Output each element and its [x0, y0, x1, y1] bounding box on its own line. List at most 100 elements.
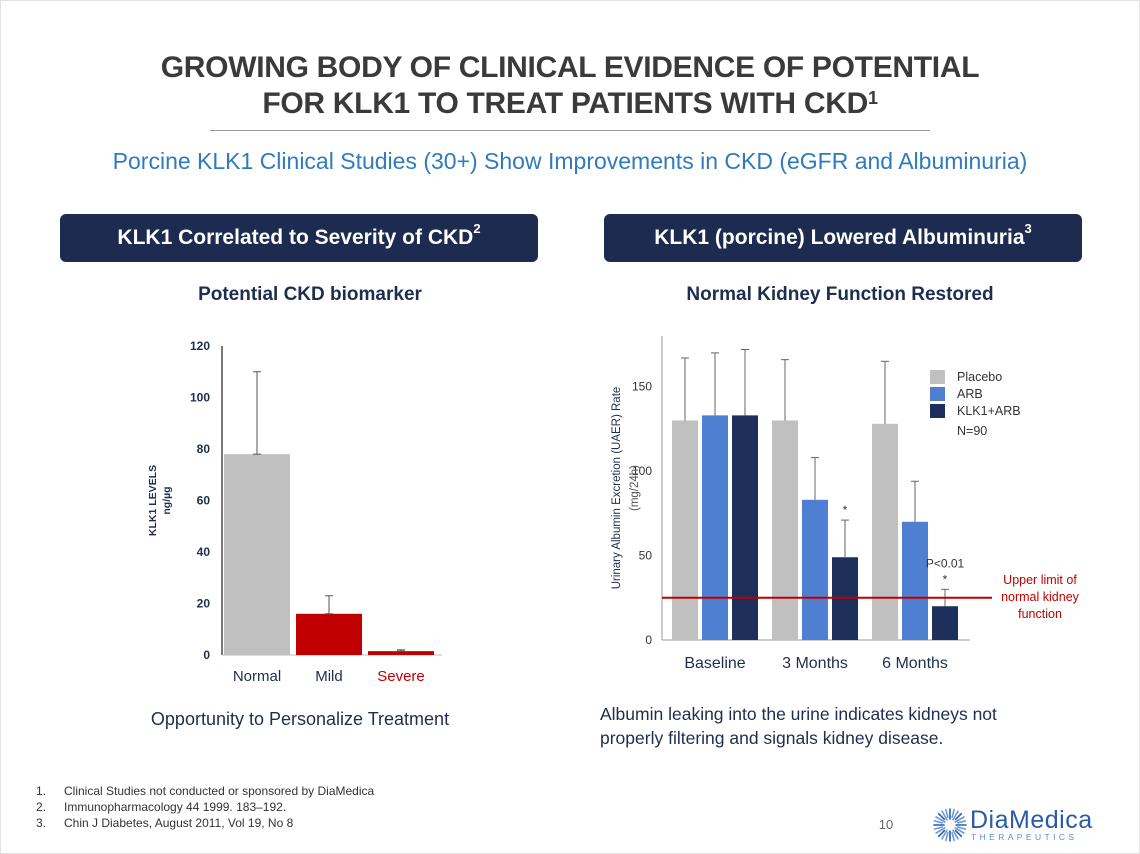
uaer-chart: 0 50 100 150 Urinary Albumin Excretion (UAER… [611, 336, 1080, 672]
right-banner-text: KLK1 (porcine) Lowered Albuminuria [654, 226, 1025, 249]
logo-ray [956, 820, 967, 824]
reference-line-label: normal kidney [1001, 590, 1080, 604]
logo-ray [937, 812, 946, 821]
page-number: 10 [878, 817, 894, 832]
footnote-number: 3. [36, 816, 47, 830]
bar-arb [902, 521, 928, 640]
reference-line-label: function [1018, 607, 1062, 621]
y-tick-label: 60 [197, 494, 211, 508]
right-banner-footnote-ref: 3 [1024, 221, 1032, 236]
title-divider [210, 130, 930, 131]
logo-ray [952, 810, 959, 821]
right-caption-line-1: Albumin leaking into the urine indicates… [600, 704, 997, 724]
logo-ray [933, 826, 944, 830]
diamedica-logo: DiaMedica THERAPEUTICS [930, 805, 1093, 845]
logo-ray [954, 816, 965, 823]
left-panel-caption: Opportunity to Personalize Treatment [150, 709, 450, 729]
x-tick-label: 3 Months [782, 655, 848, 672]
footnote: 2. Immunopharmacology 44 1999. 183–192. [36, 799, 374, 815]
title-line-1: GROWING BODY OF CLINICAL EVIDENCE OF POT… [160, 51, 980, 84]
legend-label: KLK1+ARB [957, 404, 1021, 418]
bar-klk1-arb [732, 415, 758, 640]
logo-ray [956, 826, 967, 830]
title-line-2: FOR KLK1 TO TREAT PATIENTS WITH CKD1 [60, 86, 1080, 122]
logo-name: DiaMedica [970, 806, 1093, 834]
y-tick-label: 40 [197, 545, 211, 559]
y-tick-label: 150 [632, 380, 652, 394]
y-axis-label-unit: (mg/24h) [629, 465, 641, 511]
right-panel-caption: Albumin leaking into the urine indicates… [600, 702, 1080, 750]
klk1-levels-chart: 0 20 40 60 80 100 120 KLK1 LEVELS ng/µg Normal Mil… [147, 339, 442, 685]
x-tick-label: Severe [377, 668, 425, 685]
left-panel-banner: KLK1 Correlated to Severity of CKD2 [60, 214, 538, 262]
logo-ray [937, 829, 946, 838]
footnote: 3. Chin J Diabetes, August 2011, Vol 19, … [36, 815, 374, 831]
legend-swatch [930, 387, 945, 401]
slide-title: GROWING BODY OF CLINICAL EVIDENCE OF POT… [60, 50, 1080, 122]
significance-marker: * [843, 503, 848, 517]
y-axis-label: Urinary Albumin Excretion (UAER) Rate [611, 387, 623, 590]
y-tick-label: 100 [190, 391, 210, 405]
y-tick-label: 0 [203, 648, 210, 662]
title-line-2-text: FOR KLK1 TO TREAT PATIENTS WITH CKD [262, 87, 868, 120]
x-tick-label: 6 Months [882, 655, 948, 672]
logo-ray [954, 812, 963, 821]
logo-ray [945, 808, 949, 819]
logo-ray [952, 829, 959, 840]
bar-placebo [872, 423, 898, 640]
logo-ray [941, 810, 948, 821]
logo-ray [941, 829, 948, 840]
slide-subtitle: Porcine KLK1 Clinical Studies (30+) Show… [112, 148, 1028, 174]
footnote-number: 1. [36, 784, 47, 798]
y-tick-label: 120 [190, 339, 210, 353]
x-tick-label: Mild [315, 668, 343, 685]
bar [224, 454, 290, 655]
legend-swatch [930, 370, 945, 384]
right-panel-heading: Normal Kidney Function Restored [686, 284, 994, 305]
footnote-text: Immunopharmacology 44 1999. 183–192. [64, 800, 287, 814]
legend-note: N=90 [957, 424, 987, 438]
logo-burst-icon [933, 808, 967, 842]
left-panel-heading: Potential CKD biomarker [198, 284, 422, 305]
bar-placebo [672, 420, 698, 640]
logo-ray [954, 829, 963, 838]
bar-arb [802, 499, 828, 640]
logo-subtitle: THERAPEUTICS [971, 832, 1078, 842]
y-tick-label: 20 [197, 597, 211, 611]
bar [296, 613, 362, 655]
logo-ray [945, 831, 949, 842]
p-value-label: P<0.01 [926, 556, 965, 570]
legend-label: Placebo [957, 370, 1002, 384]
footnote-text: Clinical Studies not conducted or sponso… [64, 784, 375, 798]
y-axis-label: KLK1 LEVELS [147, 465, 159, 536]
title-footnote-ref: 1 [867, 88, 878, 108]
y-axis-label-unit: ng/µg [161, 486, 173, 514]
logo-ray [951, 808, 955, 819]
x-tick-label: Baseline [684, 655, 745, 672]
y-tick-label: 0 [645, 633, 652, 647]
legend-label: ARB [957, 387, 983, 401]
left-banner-text: KLK1 Correlated to Severity of CKD [117, 226, 474, 249]
significance-marker: * [943, 572, 948, 586]
bar-klk1-arb [932, 606, 958, 640]
logo-ray [951, 831, 955, 842]
reference-line-label: Upper limit of [1003, 573, 1077, 587]
footnotes: 1. Clinical Studies not conducted or spon… [36, 783, 374, 831]
bar-arb [702, 415, 728, 640]
footnote: 1. Clinical Studies not conducted or spon… [36, 783, 374, 799]
bar [368, 651, 434, 655]
legend-swatch [930, 404, 945, 418]
bar-placebo [772, 420, 798, 640]
logo-ray [933, 820, 944, 824]
right-caption-line-2: properly filtering and signals kidney di… [600, 728, 944, 748]
logo-ray [935, 816, 946, 823]
y-tick-label: 80 [197, 442, 211, 456]
x-tick-label: Normal [233, 668, 281, 685]
footnote-text: Chin J Diabetes, August 2011, Vol 19, No… [64, 816, 294, 830]
logo-ray [954, 827, 965, 834]
right-panel-banner: KLK1 (porcine) Lowered Albuminuria3 [604, 214, 1082, 262]
logo-ray [935, 827, 946, 834]
left-banner-footnote-ref: 2 [473, 221, 481, 236]
y-tick-label: 100 [632, 464, 652, 478]
